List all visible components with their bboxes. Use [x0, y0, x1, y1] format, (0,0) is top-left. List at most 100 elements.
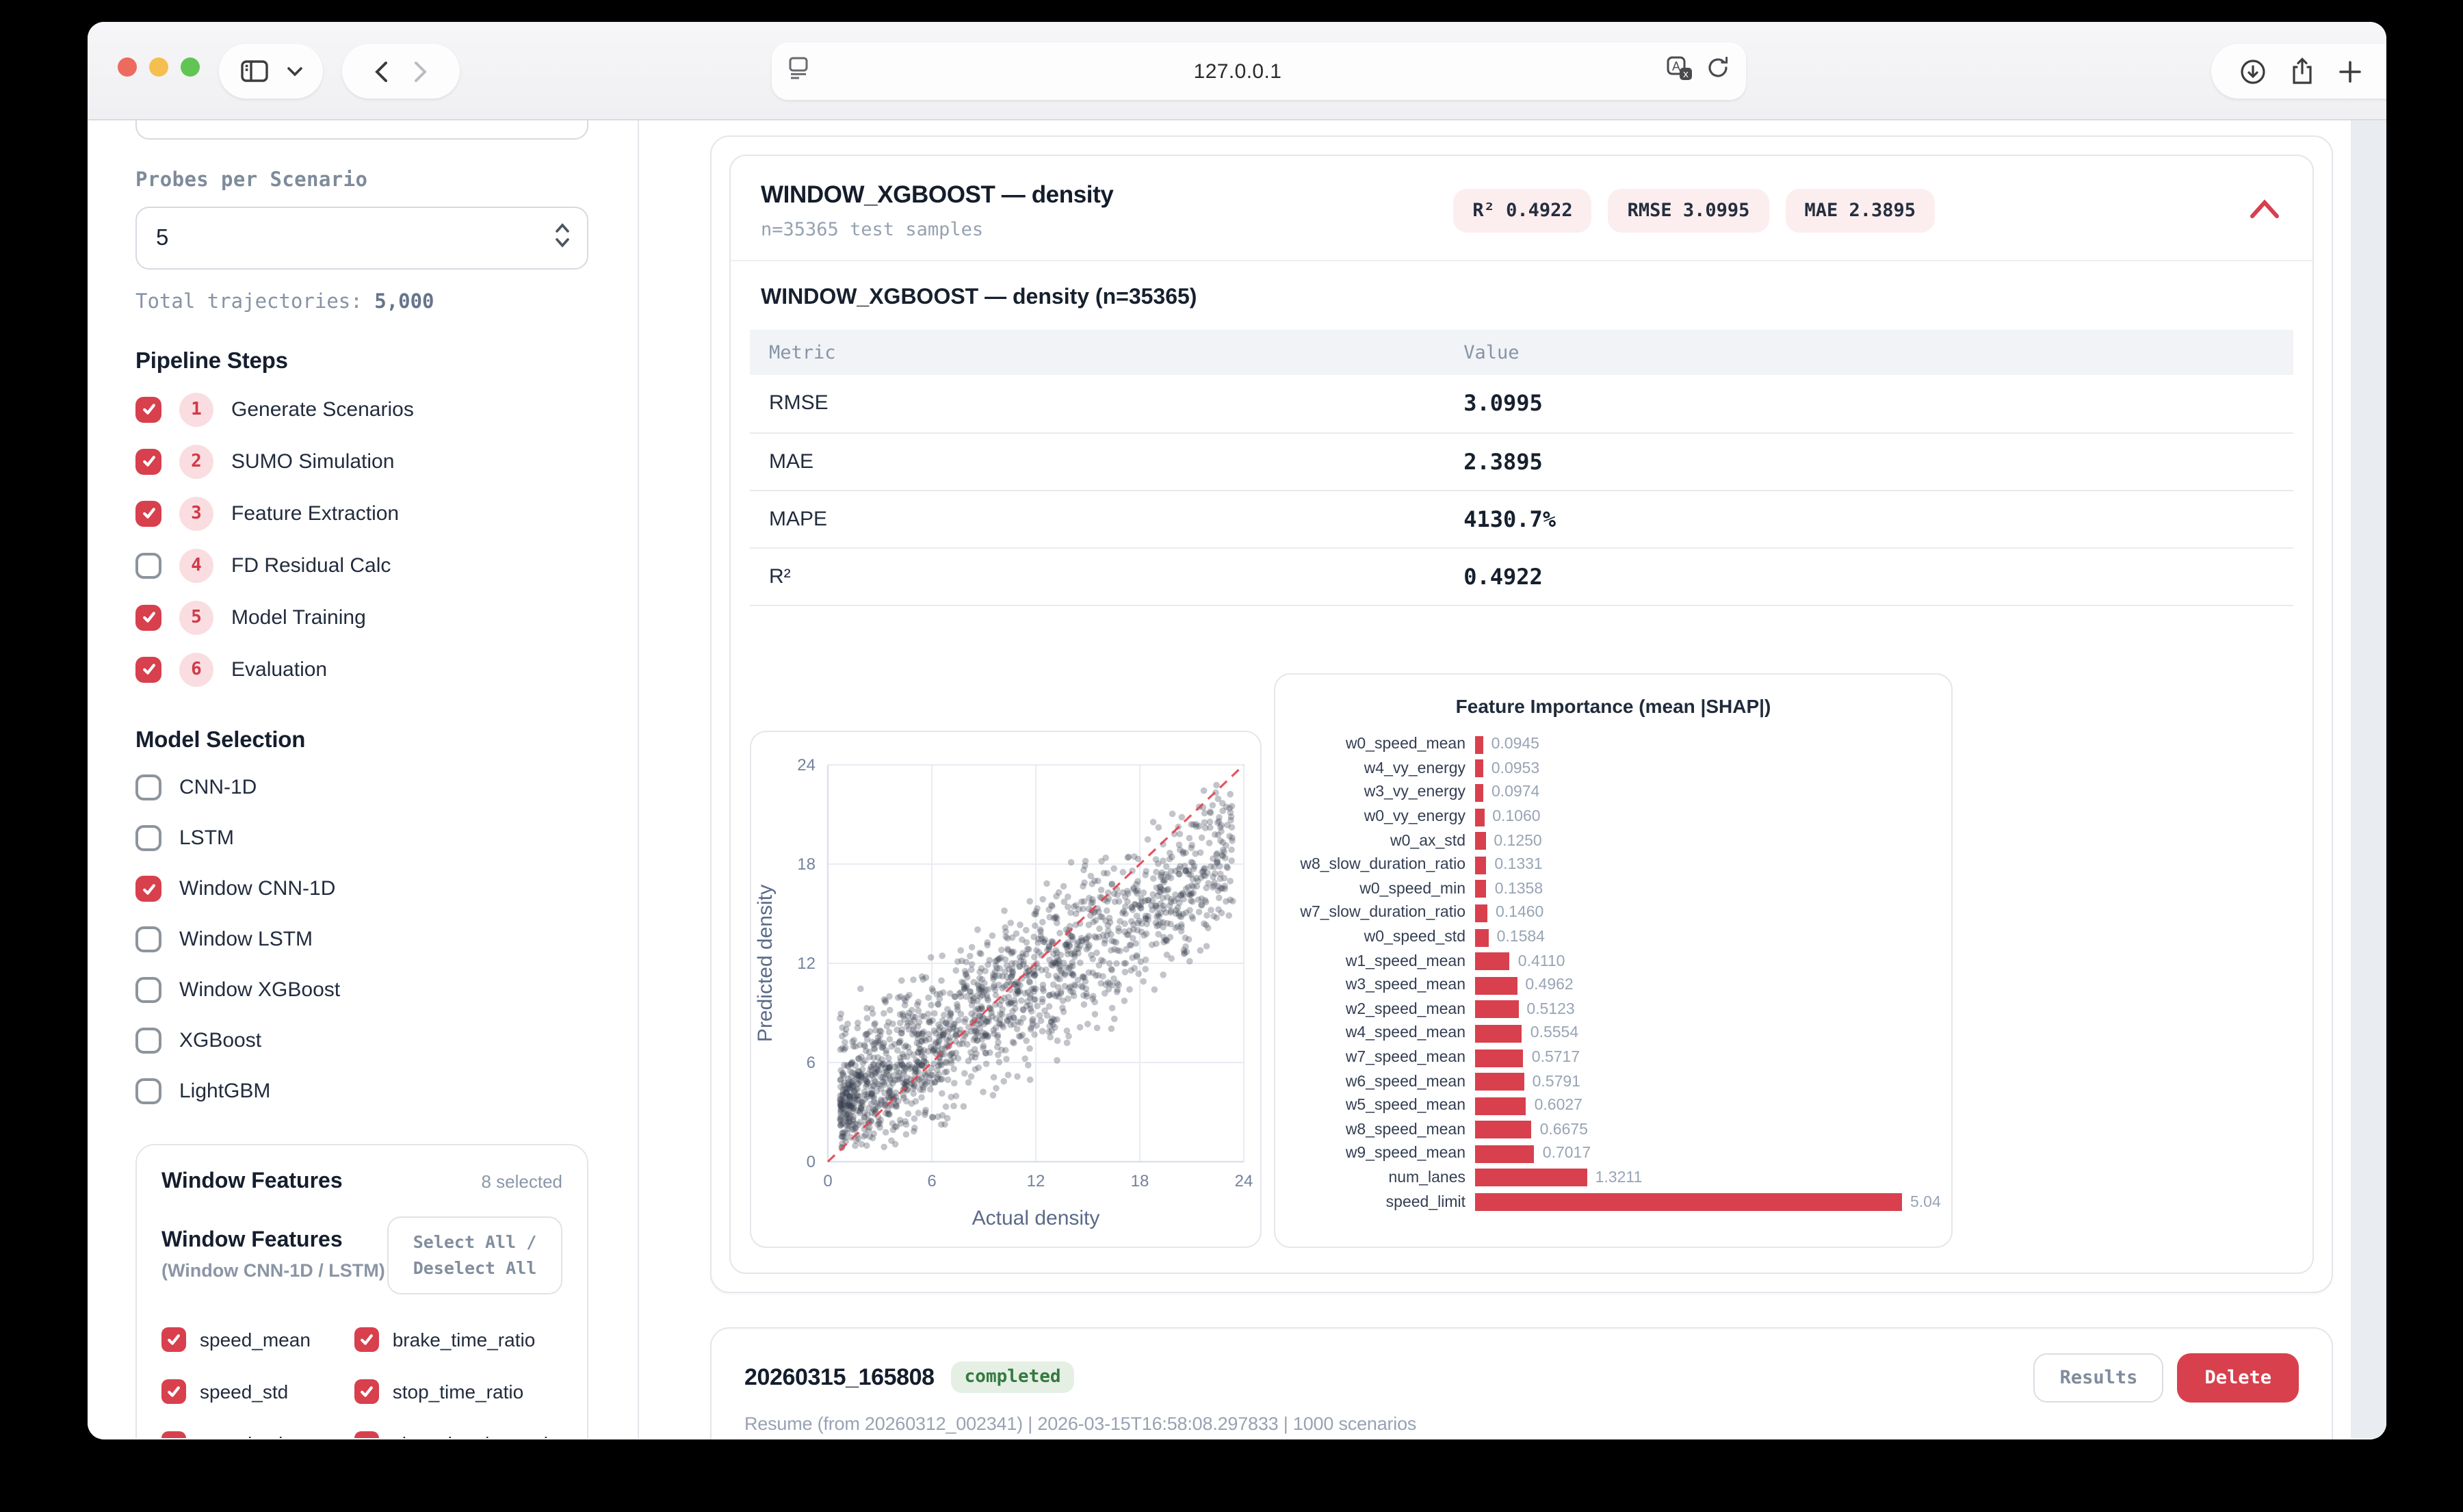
- previous-input-partial[interactable]: [135, 120, 588, 140]
- checkbox-checked-icon[interactable]: [161, 1327, 186, 1352]
- close-window-button[interactable]: [118, 57, 137, 77]
- fi-bar-row: w4_speed_mean 0.5554: [1283, 1021, 1951, 1045]
- model-label: CNN-1D: [179, 776, 257, 799]
- fi-value-label: 0.1250: [1494, 833, 1542, 850]
- model-option-row[interactable]: CNN-1D: [135, 762, 588, 813]
- total-trajectories: Total trajectories: 5,000: [135, 291, 434, 313]
- downloads-icon[interactable]: [2239, 58, 2265, 84]
- scroll-gutter[interactable]: [2351, 120, 2386, 1438]
- toolbar-right-buttons: [2211, 44, 2386, 99]
- model-option-row[interactable]: Window LSTM: [135, 914, 588, 965]
- chevron-down-icon[interactable]: [287, 66, 302, 76]
- model-option-row[interactable]: LightGBM: [135, 1066, 588, 1117]
- delete-button[interactable]: Delete: [2177, 1353, 2299, 1402]
- stepper-icon[interactable]: [554, 220, 571, 257]
- metric-badge: RMSE 3.0995: [1608, 189, 1769, 233]
- feature-checkbox-row[interactable]: slow_duration_ratio: [354, 1418, 562, 1438]
- feature-checkbox-row[interactable]: brake_time_ratio: [354, 1314, 562, 1366]
- checkbox-checked-icon[interactable]: [354, 1379, 379, 1404]
- svg-text:x: x: [1683, 68, 1689, 79]
- svg-text:24: 24: [797, 755, 816, 774]
- fi-value-label: 0.5717: [1531, 1050, 1580, 1067]
- back-button-icon[interactable]: [361, 61, 401, 81]
- run-meta-resume: Resume (from 20260312_002341) | 2026-03-…: [744, 1413, 1417, 1433]
- pipeline-step-row[interactable]: 2 SUMO Simulation: [135, 435, 588, 487]
- table-row: MAE 2.3895: [750, 432, 2293, 491]
- feature-checkbox-row[interactable]: speed_std: [161, 1366, 354, 1418]
- svg-text:0: 0: [807, 1152, 816, 1171]
- pipeline-step-row[interactable]: 3 Feature Extraction: [135, 487, 588, 539]
- url-bar[interactable]: 127.0.0.1 A x: [772, 42, 1746, 100]
- svg-text:18: 18: [1131, 1171, 1149, 1190]
- metric-name: MAPE: [750, 490, 1445, 548]
- svg-text:6: 6: [927, 1171, 936, 1190]
- charts-row: 0 6 12 18 24 0 6 12 18 24 Actual density Predicted …: [750, 673, 2293, 1247]
- metrics-table: Metric Value RMSE 3.0995 MAE 2.3895 MAPE 4130…: [750, 330, 2293, 605]
- checkbox-checked-icon[interactable]: [135, 396, 161, 422]
- checkbox-checked-icon[interactable]: [135, 448, 161, 474]
- model-option-row[interactable]: LSTM: [135, 813, 588, 863]
- checkbox-unchecked-icon[interactable]: [135, 552, 161, 578]
- checkbox-checked-icon[interactable]: [135, 656, 161, 682]
- checkbox-unchecked-icon[interactable]: [135, 825, 161, 851]
- checkbox-checked-icon[interactable]: [161, 1431, 186, 1438]
- pipeline-step-row[interactable]: 5 Model Training: [135, 591, 588, 643]
- zoom-window-button[interactable]: [181, 57, 200, 77]
- checkbox-checked-icon[interactable]: [161, 1379, 186, 1404]
- fi-bar: [1475, 1049, 1524, 1067]
- checkbox-unchecked-icon[interactable]: [135, 1078, 161, 1104]
- sidebar-toggle-icon[interactable]: [240, 60, 268, 82]
- step-label: FD Residual Calc: [231, 553, 391, 577]
- fi-category-label: w5_speed_mean: [1345, 1097, 1465, 1115]
- minimize-window-button[interactable]: [149, 57, 168, 77]
- model-option-row[interactable]: XGBoost: [135, 1015, 588, 1066]
- checkbox-checked-icon[interactable]: [135, 876, 161, 902]
- checkbox-unchecked-icon[interactable]: [135, 926, 161, 952]
- pipeline-step-row[interactable]: 1 Generate Scenarios: [135, 383, 588, 435]
- total-trajectories-value: 5,000: [374, 291, 434, 313]
- fi-category-label: w8_speed_mean: [1345, 1121, 1465, 1138]
- step-number-badge: 4: [179, 548, 213, 582]
- model-option-row[interactable]: Window XGBoost: [135, 965, 588, 1015]
- reload-icon[interactable]: [1706, 56, 1730, 86]
- svg-text:12: 12: [1027, 1171, 1045, 1190]
- step-label: Feature Extraction: [231, 501, 400, 525]
- model-label: LSTM: [179, 826, 235, 850]
- new-tab-icon[interactable]: [2338, 60, 2361, 83]
- fi-value-label: 0.4962: [1525, 977, 1574, 994]
- results-button[interactable]: Results: [2033, 1353, 2164, 1402]
- translate-icon[interactable]: A x: [1667, 55, 1693, 87]
- feature-checkbox-row[interactable]: stop_time_ratio: [354, 1366, 562, 1418]
- pipeline-step-row[interactable]: 6 Evaluation: [135, 643, 588, 695]
- checkbox-unchecked-icon[interactable]: [135, 774, 161, 800]
- url-text[interactable]: 127.0.0.1: [1193, 60, 1282, 83]
- traffic-lights: [118, 57, 200, 77]
- feature-importance-card: Feature Importance (mean |SHAP|) w0_spee…: [1274, 673, 1953, 1247]
- probes-per-scenario-input[interactable]: 5: [135, 207, 588, 270]
- checkbox-checked-icon[interactable]: [354, 1327, 379, 1352]
- collapse-chevron-up-icon[interactable]: [2247, 196, 2282, 225]
- run-id: 20260315_165808: [744, 1364, 935, 1390]
- model-option-row[interactable]: Window CNN-1D: [135, 863, 588, 914]
- checkbox-checked-icon[interactable]: [354, 1431, 379, 1438]
- fi-category-label: w0_vy_energy: [1364, 809, 1465, 826]
- checkbox-checked-icon[interactable]: [135, 500, 161, 526]
- fi-category-label: w0_speed_min: [1359, 881, 1465, 898]
- scatter-plot-card: 0 6 12 18 24 0 6 12 18 24 Actual density Predicted …: [750, 730, 1262, 1247]
- result-card-header[interactable]: WINDOW_XGBOOST — density n=35365 test sa…: [731, 156, 2312, 261]
- step-number-badge: 6: [179, 652, 213, 686]
- share-icon[interactable]: [2290, 57, 2313, 85]
- checkbox-unchecked-icon[interactable]: [135, 977, 161, 1003]
- checkbox-unchecked-icon[interactable]: [135, 1028, 161, 1054]
- pipeline-step-row[interactable]: 4 FD Residual Calc: [135, 539, 588, 591]
- feature-checkbox-row[interactable]: speed_min: [161, 1418, 354, 1438]
- fi-bar-row: w8_speed_mean 0.6675: [1283, 1118, 1951, 1142]
- feature-checkbox-row[interactable]: speed_mean: [161, 1314, 354, 1366]
- fi-bar-row: w0_speed_min 0.1358: [1283, 877, 1951, 901]
- checkbox-checked-icon[interactable]: [135, 604, 161, 630]
- select-all-button[interactable]: Select All / Deselect All: [387, 1216, 562, 1294]
- forward-button-icon[interactable]: [401, 61, 441, 81]
- fi-bar: [1475, 808, 1485, 826]
- fi-bar-row: w2_speed_mean 0.5123: [1283, 998, 1951, 1021]
